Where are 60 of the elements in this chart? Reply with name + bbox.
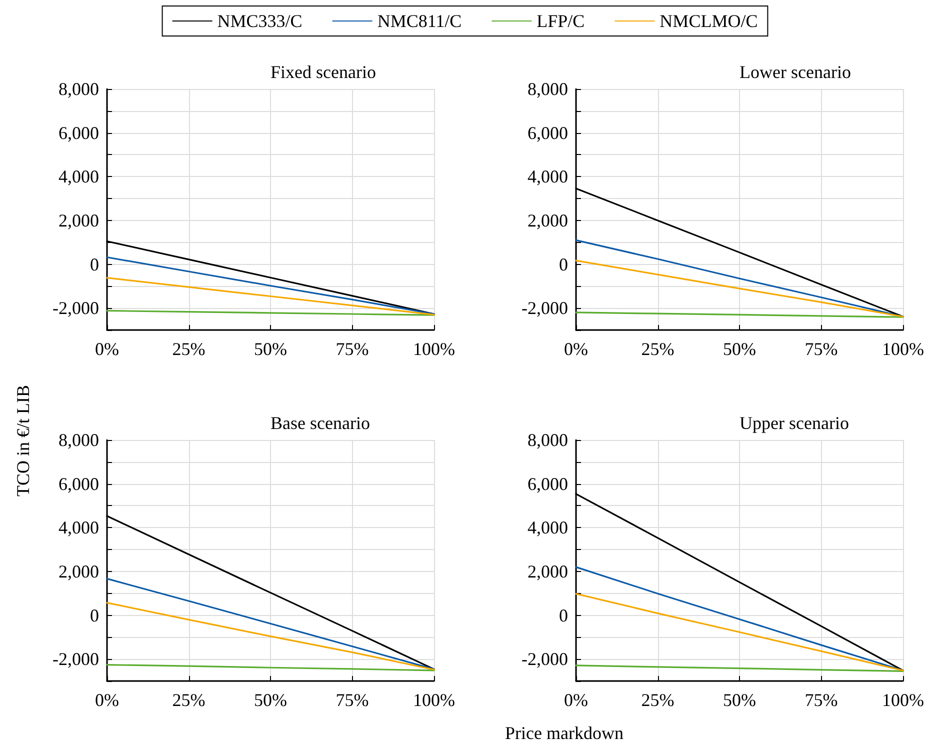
x-tick-label: 75%	[804, 690, 838, 710]
legend-label: LFP/C	[536, 11, 585, 31]
y-tick-label: -2,000	[52, 649, 99, 670]
y-tick-label: 0	[559, 254, 568, 274]
y-tick-label: 2,000	[58, 561, 99, 582]
line-series	[106, 277, 435, 316]
chart-title: Base scenario	[270, 413, 370, 433]
x-tick-label: 75%	[336, 339, 369, 359]
y-tick-label: 6,000	[58, 474, 99, 494]
x-tick-label: 0%	[95, 339, 119, 359]
x-tick-label: 25%	[641, 690, 674, 710]
legend-label: NMCLMO/C	[660, 11, 758, 31]
y-axis-title: TCO in €/t LIB	[13, 385, 33, 496]
y-tick-label: 0	[90, 605, 99, 626]
x-tick-label: 0%	[564, 339, 588, 359]
x-tick-label: 50%	[723, 339, 756, 359]
x-axis-title: Price markdown	[505, 723, 624, 743]
line-series	[106, 602, 435, 670]
y-tick-label: -2,000	[522, 298, 568, 318]
x-tick-label: 25%	[172, 339, 206, 359]
x-tick-label: 25%	[641, 339, 674, 359]
y-tick-label: 2,000	[58, 210, 99, 230]
line-series	[106, 256, 435, 315]
line-series	[575, 593, 904, 672]
legend-label: NMC811/C	[377, 11, 462, 31]
y-tick-label: 2,000	[528, 210, 568, 230]
x-tick-label: 0%	[564, 690, 588, 710]
chart-title: Fixed scenario	[270, 62, 376, 82]
x-tick-label: 75%	[804, 339, 838, 359]
x-tick-label: 100%	[882, 339, 924, 359]
y-tick-label: -2,000	[522, 649, 568, 670]
chart-title: Lower scenario	[739, 62, 851, 82]
x-tick-label: 50%	[254, 690, 287, 710]
y-tick-label: 4,000	[58, 166, 99, 187]
chart-title: Upper scenario	[740, 413, 849, 433]
x-tick-label: 100%	[413, 690, 455, 710]
line-series	[575, 260, 904, 318]
x-tick-label: 75%	[336, 690, 369, 710]
x-tick-label: 100%	[882, 690, 924, 710]
y-tick-label: 4,000	[58, 518, 99, 538]
y-tick-label: 0	[559, 605, 568, 626]
y-tick-label: 8,000	[58, 430, 99, 450]
y-tick-label: 0	[90, 254, 99, 274]
x-tick-label: 25%	[172, 690, 206, 710]
y-tick-label: -2,000	[52, 298, 99, 318]
line-series	[106, 578, 435, 670]
y-tick-label: 8,000	[528, 430, 568, 450]
x-tick-label: 50%	[254, 339, 287, 359]
y-tick-label: 6,000	[528, 474, 568, 494]
y-tick-label: 2,000	[528, 561, 568, 582]
y-tick-label: 8,000	[58, 79, 99, 99]
x-tick-label: 0%	[95, 690, 119, 710]
y-tick-label: 8,000	[528, 79, 568, 99]
legend-label: NMC333/C	[217, 11, 302, 31]
y-tick-label: 6,000	[528, 122, 568, 143]
x-tick-label: 100%	[413, 339, 455, 359]
y-tick-label: 4,000	[528, 518, 568, 538]
x-tick-label: 50%	[723, 690, 756, 710]
y-tick-label: 4,000	[528, 166, 568, 187]
y-tick-label: 6,000	[58, 122, 99, 143]
